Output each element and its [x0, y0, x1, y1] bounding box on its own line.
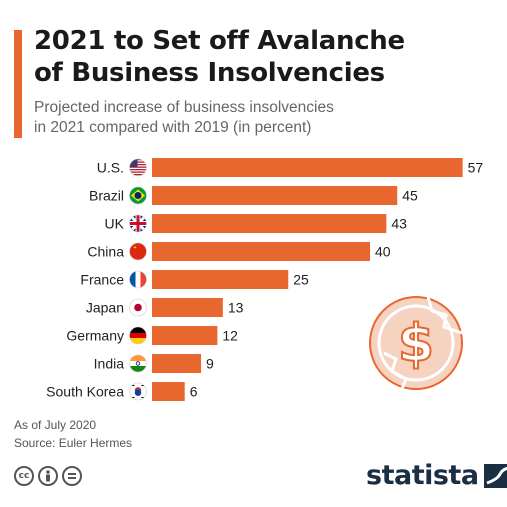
flag-china-icon: [129, 242, 147, 261]
bar-row: UK 43: [105, 214, 407, 233]
statista-logo[interactable]: statista: [366, 460, 507, 491]
value-label: 9: [206, 356, 214, 372]
flag-uk-icon: [129, 214, 147, 233]
bar: [152, 382, 185, 401]
cc-icon[interactable]: cc: [14, 466, 34, 486]
source-note: Source: Euler Hermes: [14, 436, 133, 450]
no-derivatives-icon[interactable]: [62, 466, 82, 486]
title-accent-bar: [14, 30, 22, 138]
category-label: India: [94, 356, 125, 372]
category-label: Germany: [66, 328, 124, 344]
bar-row: Brazil 45: [89, 186, 418, 205]
value-label: 45: [402, 188, 418, 204]
bar-row: Germany 12: [66, 326, 238, 345]
cracked-coin-icon: $: [369, 296, 463, 390]
value-label: 6: [190, 384, 198, 400]
bar: [152, 298, 223, 317]
title-line-2: of Business Insolvencies: [34, 58, 385, 88]
bar: [152, 158, 463, 177]
subtitle-line-2: in 2021 compared with 2019 (in percent): [34, 119, 312, 136]
brand-name: statista: [366, 460, 479, 491]
category-label: UK: [105, 216, 125, 232]
category-label: France: [80, 272, 124, 288]
bar-chart: U.S. 57 Brazil 45 UK 43 China 40 France 25 Japan 13…: [46, 158, 484, 401]
flag-france-icon: [129, 270, 147, 289]
value-label: 57: [468, 160, 484, 176]
value-label: 12: [222, 328, 238, 344]
category-label: China: [87, 244, 124, 260]
bar-row: Japan 13: [86, 298, 244, 317]
value-label: 25: [293, 272, 309, 288]
bar-row: China 40: [87, 242, 391, 261]
bar-row: India 9: [94, 354, 214, 373]
category-label: South Korea: [46, 384, 124, 400]
flag-germany-icon: [129, 326, 147, 345]
attribution-icon[interactable]: [38, 466, 58, 486]
bar-row: South Korea 6: [46, 382, 198, 401]
bar-row: U.S. 57: [97, 158, 484, 177]
chart-footer: As of July 2020 Source: Euler Hermes: [14, 416, 132, 452]
bar-row: France 25: [80, 270, 309, 289]
bar: [152, 354, 202, 373]
statista-mark-icon: [483, 463, 507, 488]
value-label: 43: [391, 216, 407, 232]
title-line-1: 2021 to Set off Avalanche: [34, 26, 405, 56]
bar: [152, 214, 387, 233]
flag-south-korea-icon: [129, 382, 147, 401]
chart-subtitle: Projected increase of business insolvenc…: [34, 98, 474, 138]
value-label: 13: [228, 300, 244, 316]
as-of-note: As of July 2020: [14, 418, 97, 432]
flag-brazil-icon: [129, 186, 147, 205]
bar: [152, 326, 218, 345]
category-label: Japan: [86, 300, 124, 316]
bar: [152, 242, 370, 261]
svg-text:$: $: [398, 314, 434, 374]
category-label: U.S.: [97, 160, 124, 176]
bar: [152, 186, 398, 205]
flag-japan-icon: [129, 298, 147, 317]
chart-title: 2021 to Set off Avalanche of Business In…: [34, 25, 494, 89]
flag-india-icon: [129, 354, 147, 373]
bar: [152, 270, 289, 289]
subtitle-line-1: Projected increase of business insolvenc…: [34, 99, 334, 116]
value-label: 40: [375, 244, 391, 260]
flag-us-icon: [129, 158, 147, 177]
license-icons: cc: [14, 466, 82, 486]
category-label: Brazil: [89, 188, 124, 204]
